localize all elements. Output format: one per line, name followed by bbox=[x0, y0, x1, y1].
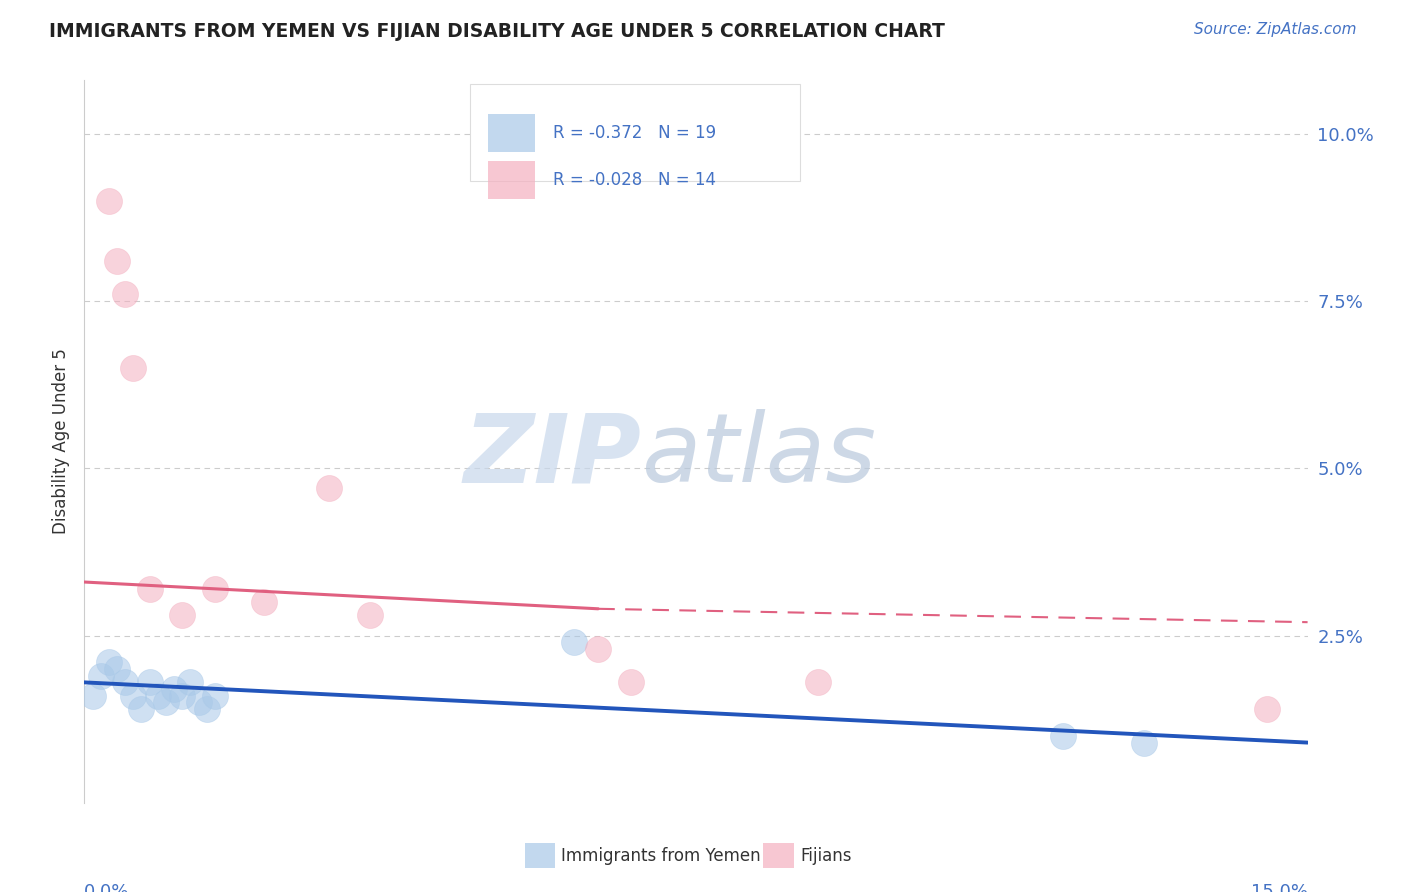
Point bbox=[253, 595, 276, 609]
Point bbox=[204, 689, 226, 703]
Point bbox=[318, 481, 340, 495]
Point bbox=[195, 702, 218, 716]
Point bbox=[131, 702, 153, 716]
Text: 0.0%: 0.0% bbox=[84, 883, 129, 892]
Text: Fijians: Fijians bbox=[800, 847, 852, 864]
Point bbox=[562, 635, 585, 649]
Point bbox=[187, 696, 209, 710]
Text: Source: ZipAtlas.com: Source: ZipAtlas.com bbox=[1194, 22, 1357, 37]
Point bbox=[204, 582, 226, 596]
Point bbox=[163, 681, 186, 696]
Point bbox=[179, 675, 201, 690]
Point bbox=[90, 669, 112, 683]
Point bbox=[105, 662, 128, 676]
Point bbox=[1133, 735, 1156, 749]
Point bbox=[97, 655, 120, 669]
FancyBboxPatch shape bbox=[470, 84, 800, 181]
Point bbox=[1256, 702, 1278, 716]
Point bbox=[620, 675, 643, 690]
Text: Immigrants from Yemen: Immigrants from Yemen bbox=[561, 847, 761, 864]
Point bbox=[172, 608, 194, 623]
Point bbox=[1052, 729, 1074, 743]
FancyBboxPatch shape bbox=[488, 114, 534, 152]
Point bbox=[114, 287, 136, 301]
Point bbox=[807, 675, 830, 690]
Point bbox=[97, 194, 120, 208]
Point bbox=[114, 675, 136, 690]
FancyBboxPatch shape bbox=[524, 843, 555, 868]
Point bbox=[586, 642, 609, 657]
Text: R = -0.372   N = 19: R = -0.372 N = 19 bbox=[553, 124, 716, 142]
Point bbox=[155, 696, 177, 710]
Point bbox=[82, 689, 104, 703]
Point bbox=[138, 675, 160, 690]
Point bbox=[122, 360, 145, 375]
FancyBboxPatch shape bbox=[488, 161, 534, 199]
Y-axis label: Disability Age Under 5: Disability Age Under 5 bbox=[52, 349, 70, 534]
Point bbox=[138, 582, 160, 596]
Point bbox=[122, 689, 145, 703]
Point bbox=[172, 689, 194, 703]
FancyBboxPatch shape bbox=[763, 843, 794, 868]
Point bbox=[105, 253, 128, 268]
Text: atlas: atlas bbox=[641, 409, 876, 502]
Text: R = -0.028   N = 14: R = -0.028 N = 14 bbox=[553, 171, 716, 189]
Point bbox=[359, 608, 381, 623]
Text: IMMIGRANTS FROM YEMEN VS FIJIAN DISABILITY AGE UNDER 5 CORRELATION CHART: IMMIGRANTS FROM YEMEN VS FIJIAN DISABILI… bbox=[49, 22, 945, 41]
Text: ZIP: ZIP bbox=[463, 409, 641, 502]
Text: 15.0%: 15.0% bbox=[1250, 883, 1308, 892]
Point bbox=[146, 689, 169, 703]
